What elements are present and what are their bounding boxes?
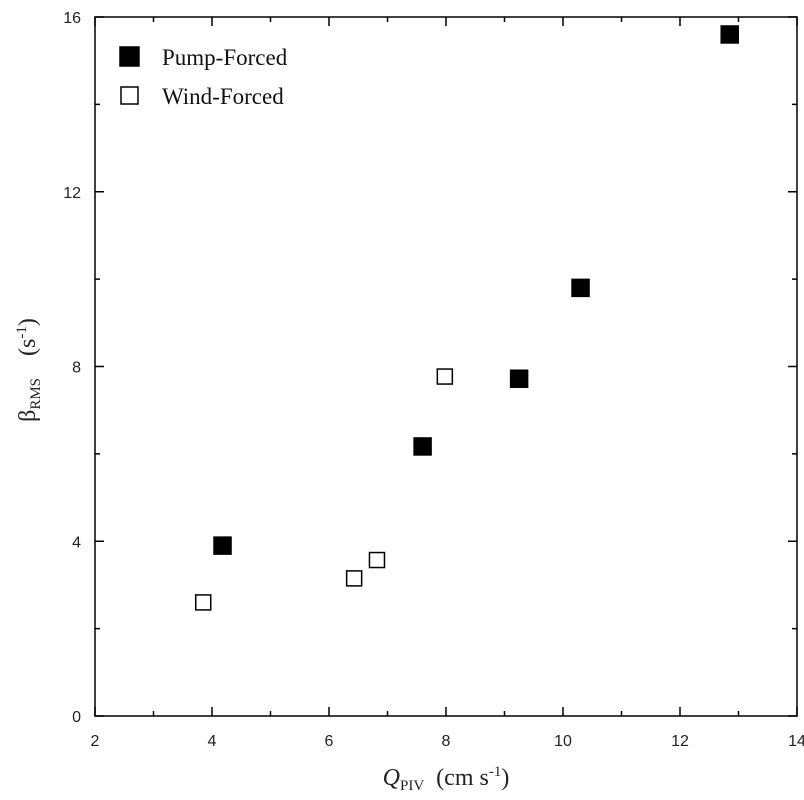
wind-forced-point (436, 368, 454, 385)
x-tick-label: 14 (788, 733, 804, 750)
x-tick-label: 8 (442, 733, 451, 750)
pump-forced-point (720, 25, 739, 44)
plot-frame (94, 16, 798, 717)
y-tick-label: 4 (72, 534, 81, 551)
y-tick-label: 0 (72, 709, 81, 726)
pump-forced-point (213, 536, 232, 555)
x-tick-label: 10 (554, 733, 572, 750)
data-points (194, 25, 739, 611)
legend: Pump-Forced Wind-Forced (119, 45, 288, 109)
legend-marker-pump-forced (119, 46, 140, 67)
x-axis-label: QPIV (cm s-1) (383, 764, 510, 794)
tick-labels: 2 4 6 8 10 12 14 0 4 8 12 16 (63, 10, 804, 750)
y-tick-label: 16 (63, 10, 81, 27)
y-tick-label: 12 (63, 185, 81, 202)
x-tick-label: 6 (325, 733, 334, 750)
legend-label-pump-forced: Pump-Forced (162, 45, 288, 70)
wind-forced-point (194, 594, 212, 611)
y-axis-label: βRMS(s-1) (14, 318, 44, 422)
axis-ticks (94, 16, 798, 717)
y-tick-label: 8 (72, 360, 81, 377)
pump-forced-point (571, 278, 590, 298)
x-tick-label: 12 (671, 733, 689, 750)
legend-label-wind-forced: Wind-Forced (162, 84, 284, 109)
x-tick-label: 4 (208, 733, 217, 750)
wind-forced-point (345, 570, 363, 587)
pump-forced-point (413, 437, 432, 456)
wind-forced-point (368, 551, 386, 569)
pump-forced-point (509, 369, 529, 388)
x-tick-label: 2 (91, 733, 100, 750)
legend-marker-wind-forced (120, 86, 139, 105)
